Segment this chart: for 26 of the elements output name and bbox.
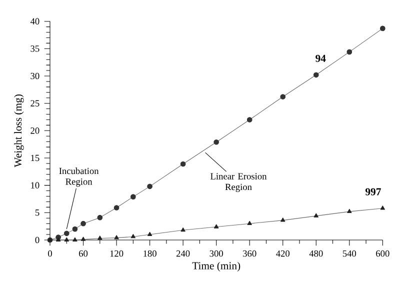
x-tick-label: 600	[376, 250, 390, 257]
y-tick-label: 5	[35, 210, 40, 216]
y-tick-label: 25	[30, 100, 40, 106]
x-tick-label: 120	[110, 250, 124, 257]
y-tick-label: 30	[30, 72, 40, 80]
y-tick-label: 20	[30, 128, 40, 134]
annotation: Linear Erosion Region	[210, 173, 267, 192]
y-tick-label: 10	[31, 182, 40, 188]
x-tick-label: 0	[48, 250, 52, 257]
annotation: Incubation Region	[59, 168, 99, 187]
x-tick-label: 480	[309, 250, 323, 257]
y-tick-label: 40	[30, 18, 40, 24]
y-tick-label: 0	[35, 236, 40, 244]
y-axis-title: Weight loss (mg)	[14, 94, 24, 168]
series-label: 94	[316, 54, 326, 62]
x-tick-label: 60	[79, 250, 88, 257]
x-tick-label: 540	[342, 250, 356, 257]
y-tick-label: 15	[31, 154, 40, 162]
x-tick-label: 240	[176, 250, 190, 257]
series-label: 997	[365, 188, 381, 196]
y-tick-label: 35	[30, 46, 40, 52]
x-tick-label: 180	[144, 250, 156, 257]
x-tick-label: 420	[276, 250, 290, 257]
x-tick-label: 300	[210, 250, 223, 257]
x-axis-title: Time (min)	[192, 262, 240, 272]
x-tick-label: 360	[243, 250, 256, 257]
